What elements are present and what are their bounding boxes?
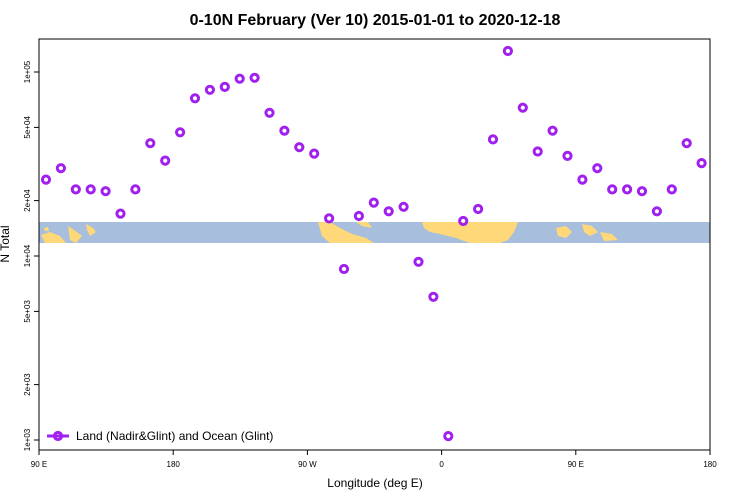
data-point	[100, 186, 111, 197]
data-point	[40, 174, 52, 185]
data-point	[160, 155, 171, 166]
data-point	[279, 125, 290, 136]
data-point	[130, 184, 141, 195]
data-point	[577, 174, 588, 185]
land-mass	[422, 222, 518, 243]
plot-frame	[38, 38, 711, 451]
chart-title: 0-10N February (Ver 10) 2015-01-01 to 20…	[190, 12, 561, 29]
data-point	[636, 186, 648, 197]
x-tick-label: 180	[167, 460, 181, 469]
data-point	[70, 184, 81, 195]
data-point	[666, 184, 677, 195]
y-tick-label: 1e+03	[23, 428, 32, 451]
data-point	[473, 203, 484, 215]
data-point	[204, 84, 215, 95]
land-mass	[582, 224, 598, 236]
data-point	[428, 291, 439, 302]
legend-marker	[52, 430, 64, 442]
ocean-band	[39, 222, 710, 243]
land-mass	[86, 224, 96, 236]
data-point	[383, 206, 394, 217]
y-axis: 1e+03 2e+03 5e+03 1e+04 2e+04 5e+04 1e+05	[23, 60, 39, 451]
y-axis-label: N Total	[0, 225, 12, 262]
y-tick-label: 2e+03	[23, 373, 32, 396]
data-point	[517, 102, 528, 113]
data-point	[547, 125, 558, 136]
land-mass	[556, 226, 572, 238]
data-point	[234, 73, 245, 84]
data-point	[145, 138, 156, 149]
data-point	[294, 142, 305, 153]
data-point	[651, 206, 663, 217]
data-point	[115, 208, 126, 219]
data-point	[309, 148, 320, 159]
x-axis-label: Longitude (deg E)	[327, 476, 422, 490]
land-mass	[41, 232, 66, 243]
data-point	[622, 184, 633, 195]
data-point	[353, 210, 364, 222]
data-point	[368, 197, 379, 208]
y-tick-label: 5e+03	[23, 300, 32, 323]
land-mass	[600, 232, 618, 241]
x-tick-label: 180	[703, 460, 717, 469]
data-point	[487, 134, 499, 145]
data-point	[264, 107, 275, 118]
data-point	[681, 138, 692, 149]
land-mass	[318, 222, 374, 243]
data-point	[532, 146, 543, 157]
data-point	[502, 45, 513, 57]
data-point	[398, 201, 409, 212]
data-point	[219, 81, 230, 93]
y-tick-label: 2e+04	[23, 189, 32, 212]
data-point	[189, 93, 201, 104]
legend: Land (Nadir&Glint) and Ocean (Glint)	[47, 429, 273, 443]
data-points	[40, 45, 707, 442]
data-point	[338, 263, 350, 275]
y-tick-label: 1e+04	[23, 244, 32, 267]
legend-label: Land (Nadir&Glint) and Ocean (Glint)	[76, 429, 273, 443]
data-point	[592, 163, 603, 174]
data-point	[562, 150, 573, 161]
data-point	[249, 72, 260, 83]
land-mass	[68, 226, 82, 243]
data-point	[85, 184, 96, 195]
data-point	[696, 158, 707, 169]
y-tick-label: 5e+04	[23, 116, 32, 139]
x-tick-label: 90 E	[568, 460, 584, 469]
x-tick-label: 90 E	[31, 460, 47, 469]
data-point	[324, 213, 335, 224]
data-point	[607, 184, 618, 195]
x-axis: 90 E 180 90 W 0 90 E 180	[31, 450, 717, 469]
data-point	[443, 431, 454, 442]
data-point	[413, 256, 424, 267]
land-mass	[44, 227, 49, 231]
x-tick-label: 90 W	[298, 460, 317, 469]
world-map-band	[39, 222, 710, 243]
data-point	[175, 127, 186, 138]
y-tick-label: 1e+05	[23, 60, 32, 83]
x-tick-label: 0	[439, 460, 444, 469]
data-point	[458, 215, 469, 227]
land-mass	[356, 222, 372, 228]
data-point	[55, 163, 67, 174]
